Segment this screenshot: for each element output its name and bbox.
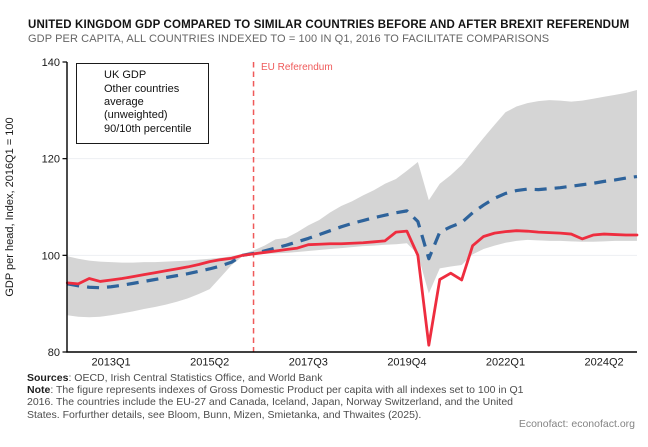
x-tick-label-2019Q4: 2019Q4: [387, 357, 426, 369]
legend-item-average: Other countries average (unweighted): [84, 83, 205, 122]
other-countries-average-line: [67, 174, 638, 290]
sources-line: Sources: OECD, Irish Central Statistics …: [27, 372, 527, 384]
x-tick-label-2015Q2: 2015Q2: [190, 357, 229, 369]
chart-subtitle: GDP PER CAPITA, ALL COUNTRIES INDEXED TO…: [28, 33, 550, 45]
sources-text: : OECD, Irish Central Statistics Office,…: [68, 372, 323, 384]
sources-label: Sources: [27, 372, 69, 384]
y-tick-label-140: 140: [42, 57, 60, 69]
y-tick-label-100: 100: [42, 250, 60, 262]
footnote: Sources: OECD, Irish Central Statistics …: [27, 372, 527, 421]
y-axis-title: GDP per head, Index, 2016Q1 = 100: [4, 117, 16, 296]
y-tick-label-120: 120: [42, 154, 60, 166]
x-tick-label-2022Q1: 2022Q1: [486, 357, 525, 369]
chart-area: 80 100 120 140 2013Q1 2015Q2 2017Q3 2019Q4 2022Q…: [0, 48, 648, 378]
y-tick-label-80: 80: [48, 347, 60, 359]
legend-label-percentile: 90/10th percentile: [104, 123, 192, 135]
legend-label-average: Other countries average (unweighted): [104, 83, 180, 121]
legend-item-percentile: 90/10th percentile: [84, 123, 205, 136]
econofact-brand: Econofact: econofact.org: [518, 418, 635, 430]
uk-gdp-line: [65, 229, 639, 347]
x-tick-label-2013Q1: 2013Q1: [92, 357, 131, 369]
note-label: Note: [27, 384, 51, 397]
legend-label-uk-gdp: UK GDP: [104, 69, 147, 81]
chart-legend: UK GDP Other countries average (unweight…: [76, 63, 209, 144]
eu-referendum-label: EU Referendum: [261, 62, 333, 73]
note-line: Note: The figure represents indexes of G…: [27, 384, 527, 421]
legend-item-uk-gdp: UK GDP: [84, 69, 205, 82]
x-tick-label-2017Q3: 2017Q3: [289, 357, 328, 369]
note-text: : The figure represents indexes of Gross…: [27, 384, 524, 421]
gdp-chart-svg: 80 100 120 140 2013Q1 2015Q2 2017Q3 2019Q4 2022Q…: [4, 57, 639, 369]
chart-title: UNITED KINGDOM GDP COMPARED TO SIMILAR C…: [28, 19, 630, 31]
x-tick-label-2024Q2: 2024Q2: [585, 357, 624, 369]
